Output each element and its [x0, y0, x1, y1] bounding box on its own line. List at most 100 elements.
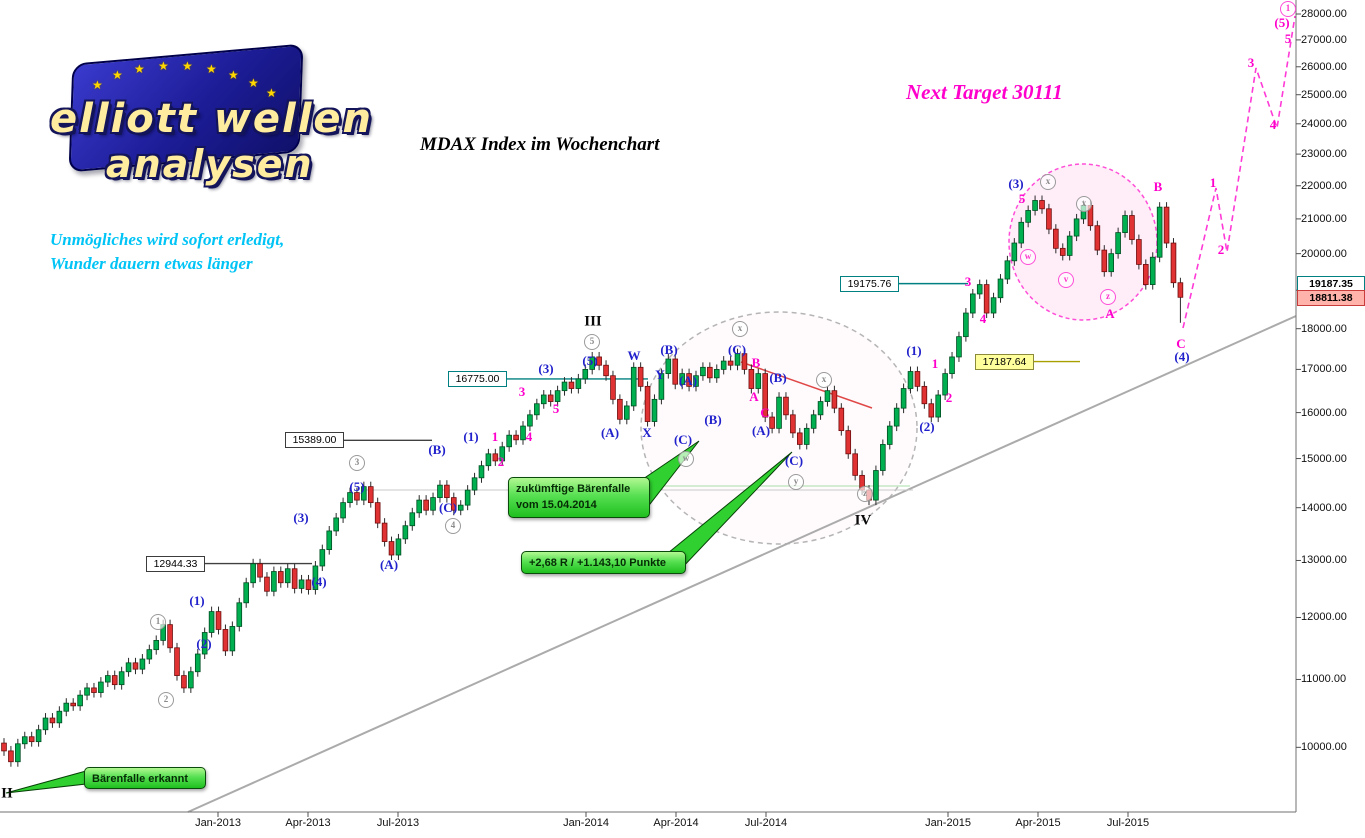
candle-up	[21, 736, 28, 745]
wave-label: (B)	[704, 412, 722, 427]
wave-label: (1)	[906, 343, 922, 358]
wave-label: z	[1100, 289, 1116, 305]
candle-down	[838, 407, 845, 432]
candle-up	[624, 405, 630, 420]
slogan: Unmögliches wird sofort erledigt, Wunder…	[50, 228, 284, 276]
logo: ★ ★ ★ ★ ★ ★ ★ ★ ★ elliott wellen analyse…	[48, 43, 371, 198]
eu-star-icon: ★	[112, 68, 123, 82]
candle-up	[1018, 221, 1025, 244]
wave-label: 1	[150, 614, 166, 630]
candle-down	[547, 394, 554, 402]
wave-label: y	[788, 474, 804, 490]
candle-down	[264, 576, 270, 592]
wave-label: 3	[349, 455, 365, 471]
wave-label: (A)	[379, 557, 399, 572]
candle-down	[167, 624, 173, 649]
logo-wordmark-line1: elliott wellen	[50, 96, 374, 142]
page-title: MDAX Index im Wochenchart	[420, 134, 660, 155]
eu-star-icon: ★	[228, 68, 239, 82]
wave-label: (1)	[463, 429, 479, 444]
candle-down	[748, 369, 755, 389]
candle-up	[243, 582, 250, 604]
candle-down	[769, 416, 775, 429]
candle-down	[1177, 282, 1184, 298]
candle-up	[250, 563, 256, 584]
wave-label: 3	[518, 384, 526, 399]
wave-label: 4	[1269, 117, 1277, 132]
logo-wordmark-line2: analysen	[106, 142, 314, 186]
wave-label: (A)	[678, 373, 698, 388]
candle-down	[741, 353, 748, 370]
wave-label: A	[749, 389, 759, 404]
wave-label: C	[1176, 336, 1186, 351]
candle-up	[1108, 253, 1115, 273]
wave-label: 4	[525, 429, 533, 444]
candle-down	[1170, 242, 1177, 284]
wave-label: (2)	[919, 419, 935, 434]
candle-down	[686, 373, 692, 387]
wave-label: IV	[854, 512, 872, 529]
candle-up	[1115, 232, 1121, 255]
candle-up	[886, 425, 893, 445]
wave-label: 5	[552, 401, 560, 416]
x-axis-label: Jan-2015	[925, 817, 971, 829]
candle-up	[963, 312, 969, 338]
candle-down	[388, 541, 395, 556]
candle-down	[1094, 225, 1101, 251]
candle-down	[1129, 215, 1135, 240]
wave-label: 4	[445, 518, 461, 534]
callout-arrow	[5, 770, 87, 794]
wave-label: 3	[964, 274, 972, 289]
candle-up	[457, 504, 464, 511]
candle-down	[921, 385, 928, 405]
callout-text: zukümftige Bärenfalle	[516, 483, 631, 495]
candle-down	[28, 736, 35, 743]
wave-label: z	[857, 486, 873, 502]
y-axis-label: 12000.00	[1301, 611, 1347, 624]
candle-up	[534, 403, 540, 416]
candle-up	[201, 632, 208, 655]
candle-up	[665, 358, 672, 375]
candle-up	[15, 743, 21, 763]
candle-up	[105, 675, 111, 683]
candle-up	[118, 671, 125, 686]
candle-up	[361, 486, 367, 501]
candle-up	[1011, 242, 1018, 262]
wave-label: W	[627, 348, 641, 363]
candle-down	[617, 398, 623, 420]
wave-label: (5)	[349, 479, 365, 494]
candle-down	[291, 568, 298, 589]
candle-up	[319, 549, 326, 567]
candle-up	[817, 401, 824, 416]
candle-up	[312, 565, 319, 590]
candle-up	[77, 694, 83, 707]
y-axis-label: 21000.00	[1301, 212, 1347, 225]
candle-up	[755, 373, 762, 389]
y-axis-label: 18000.00	[1301, 322, 1347, 335]
x-axis-label: Jul-2014	[744, 817, 788, 829]
slogan-line1: Unmögliches wird sofort erledigt,	[50, 230, 285, 249]
candle-up	[84, 687, 90, 696]
x-axis-label: Apr-2014	[653, 817, 699, 829]
candle-down	[305, 579, 312, 590]
candle-down	[1059, 247, 1066, 256]
candle-up	[824, 390, 831, 402]
candle-up	[1004, 260, 1011, 280]
wave-label: B	[1153, 179, 1163, 194]
callout-bear-trap-detected: Bärenfalle erkannt	[84, 767, 206, 789]
candle-down	[132, 662, 139, 670]
candle-down	[831, 390, 838, 409]
candle-up	[236, 602, 243, 627]
candle-down	[610, 375, 616, 400]
candle-up	[1149, 256, 1156, 285]
candle-down	[1143, 264, 1149, 285]
wave-label: (B)	[428, 442, 446, 457]
price-badge: 18811.38	[1297, 290, 1365, 307]
candle-up	[713, 369, 720, 379]
wave-label: 5	[1018, 191, 1026, 206]
eu-star-icon: ★	[206, 62, 217, 76]
wave-label: (4)	[1174, 349, 1190, 364]
eu-star-icon: ★	[158, 59, 169, 73]
y-axis-label: 11000.00	[1301, 673, 1347, 686]
